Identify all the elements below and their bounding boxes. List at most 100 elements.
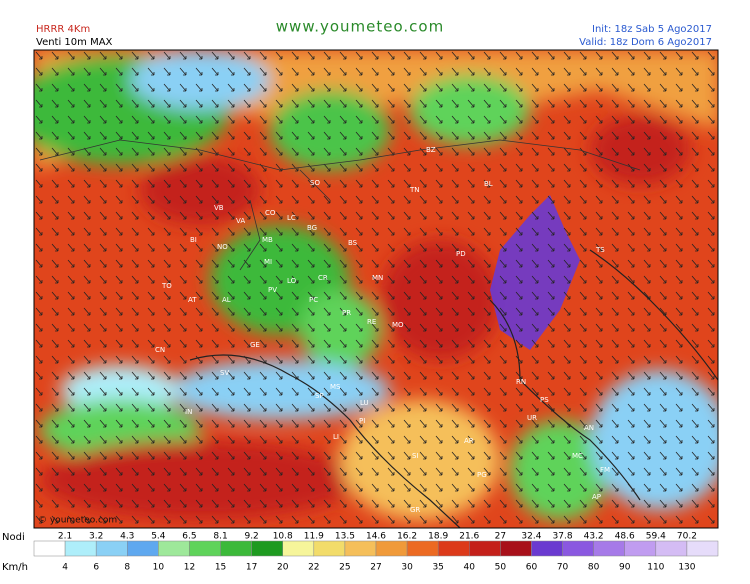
legend-swatch [251,540,283,557]
legend-swatch [158,540,190,557]
init-time: Init: 18z Sab 5 Ago2017 [592,24,712,35]
place-label: VA [236,217,245,225]
nodi-title: Nodi [2,532,25,543]
place-label: BG [307,224,317,232]
place-label: FM [600,466,610,474]
nodi-label: 10.8 [273,532,293,542]
place-label: TN [409,186,420,194]
legend-swatch [437,540,470,557]
legend-swatch [531,540,563,557]
valid-time: Valid: 18z Dom 6 Ago2017 [579,37,712,48]
map [34,50,718,528]
place-label: LU [360,399,369,407]
place-label: UR [527,414,537,422]
place-label: AN [584,424,594,432]
legend-swatch [469,540,501,557]
place-label: MN [372,274,383,282]
nodi-label: 48.6 [615,532,635,542]
place-label: RN [516,378,526,386]
place-label: BZ [426,146,436,154]
nodi-label: 5.4 [151,532,166,542]
place-label: PI [359,417,365,425]
legend-swatch [562,540,594,557]
nodi-label: 43.2 [584,532,604,542]
kmh-label: 12 [184,563,195,573]
place-label: SI [412,452,419,460]
kmh-label: 90 [619,563,631,573]
legend-swatch [655,540,688,557]
nodi-label: 2.1 [58,532,72,542]
place-label: MS [330,383,341,391]
field-label: Venti 10m MAX [36,37,113,48]
place-label: NO [217,243,228,251]
legend-swatch [375,540,408,557]
kmh-label: 80 [588,563,600,573]
nodi-label: 14.6 [366,532,386,542]
nodi-label: 6.5 [182,532,196,542]
place-label: VB [214,204,224,212]
kmh-label: 27 [370,563,381,573]
kmh-label: 110 [647,563,664,573]
kmh-label: 40 [464,563,476,573]
nodi-label: 13.5 [335,532,355,542]
place-label: MO [392,321,404,329]
place-label: AL [222,296,231,304]
nodi-label: 32.4 [521,532,541,542]
legend-swatch [406,540,439,557]
legend-swatch [64,540,97,557]
nodi-label: 8.1 [213,532,227,542]
kmh-label: 30 [401,563,413,573]
place-label: SO [310,179,320,187]
legend-swatch [593,540,625,557]
legend-swatch [127,540,159,557]
kmh-label: 4 [62,563,68,573]
copyright: © youmeteo.com [38,516,117,526]
site-name: www.youmeteo.com [276,18,444,36]
legend-swatch [686,540,719,557]
kmh-label: 17 [246,563,257,573]
legend-swatch [189,540,221,557]
place-label: MB [262,236,273,244]
legend-swatch [33,540,66,557]
map-frame [33,49,719,529]
kmh-label: 15 [215,563,226,573]
legend-swatch [500,540,532,557]
place-label: CR [318,274,328,282]
color-legend: 2.1 3.2 4.3 5.4 6.5 8.1 9.2 10.8 11.9 13.5 14.6 16.… [33,532,719,573]
place-label: PG [477,471,487,479]
place-label: LC [287,214,296,222]
place-label: GR [410,506,420,514]
place-label: PR [342,309,351,317]
place-label: MC [572,452,583,460]
kmh-label: 60 [526,563,538,573]
place-label: CO [265,209,276,217]
place-label: GE [250,341,260,349]
kmh-title: Km/h [2,562,28,573]
place-label: PS [540,396,549,404]
place-label: AR [464,437,474,445]
place-labels: BZ TN SO BL TS PD VB VA CO LC BG BS BI NO MB MI LO PV CR PC… [155,146,610,514]
nodi-label: 59.4 [646,532,666,542]
place-label: SV [220,369,229,377]
place-label: PV [268,286,277,294]
kmh-label: 10 [153,563,165,573]
kmh-label: 25 [339,563,350,573]
kmh-label: 20 [277,563,289,573]
nodi-label: 27 [495,532,506,542]
legend-swatch [95,540,128,557]
place-label: IN [185,408,192,416]
place-label: LO [287,277,297,285]
place-label: MI [264,258,272,266]
kmh-label: 6 [93,563,99,573]
kmh-label: 8 [124,563,130,573]
place-label: TS [595,246,605,254]
place-label: BL [484,180,493,188]
place-label: PD [456,250,466,258]
legend-swatch [344,540,377,557]
legend-swatch [624,540,657,557]
nodi-label: 18.9 [428,532,448,542]
kmh-label: 50 [495,563,507,573]
place-label: AT [188,296,197,304]
place-label: SP [315,392,324,400]
